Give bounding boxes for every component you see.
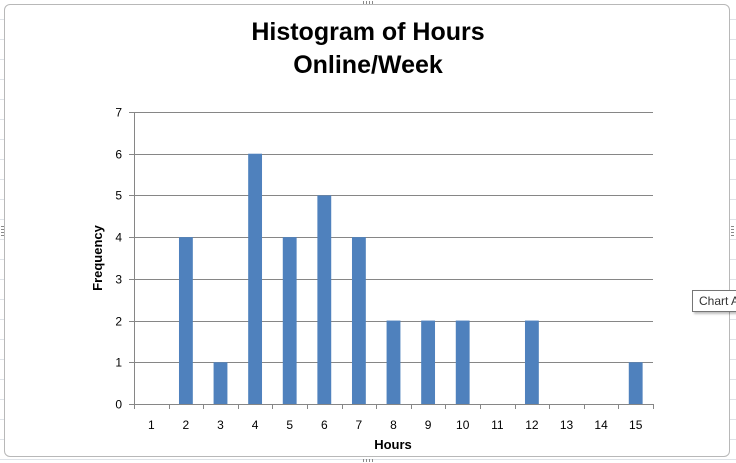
bar-10[interactable]: [455, 320, 470, 404]
x-axis-label: Hours: [374, 437, 412, 452]
resize-handle-right[interactable]: [731, 226, 734, 236]
bar-9[interactable]: [421, 320, 436, 404]
chart-title-line-1: Histogram of Hours: [251, 18, 485, 46]
chart-area-tooltip: Chart A: [692, 290, 736, 312]
x-tick-label: 3: [217, 418, 224, 432]
x-tick-label: 1: [148, 418, 155, 432]
y-tick-labels: 0 1 2 3 4 5 6 7: [115, 106, 122, 412]
x-tick-label: 8: [390, 418, 397, 432]
y-tick-label: 2: [115, 315, 122, 329]
axes: [129, 112, 654, 409]
bar-12[interactable]: [524, 320, 539, 404]
chart-title-line-2: Online/Week: [293, 51, 443, 79]
x-tick-labels: 1 2 3 4 5 6 7 8 9 10 11 12 13 14 15: [148, 418, 643, 432]
x-tick-label: 14: [594, 418, 608, 432]
chart-area[interactable]: [4, 4, 730, 457]
bars: [178, 153, 643, 404]
x-tick-label: 13: [560, 418, 574, 432]
bar-6[interactable]: [317, 195, 332, 404]
y-axis-label: Frequency: [90, 224, 105, 291]
x-tick-label: 5: [286, 418, 293, 432]
bar-5[interactable]: [282, 237, 297, 404]
x-tick-label: 10: [456, 418, 470, 432]
y-tick-label: 5: [115, 189, 122, 203]
x-tick-label: 4: [252, 418, 259, 432]
resize-handle-left[interactable]: [1, 226, 4, 236]
bar-3[interactable]: [213, 362, 228, 404]
bar-7[interactable]: [351, 237, 366, 404]
x-tick-label: 15: [629, 418, 643, 432]
y-tick-label: 6: [115, 148, 122, 162]
x-tick-label: 6: [321, 418, 328, 432]
x-tick-label: 12: [525, 418, 539, 432]
y-tick-label: 4: [115, 231, 122, 245]
x-tick-label: 11: [491, 418, 504, 432]
x-tick-label: 7: [356, 418, 363, 432]
y-tick-label: 1: [115, 356, 122, 370]
bar-2[interactable]: [178, 237, 193, 404]
bar-8[interactable]: [386, 320, 401, 404]
y-tick-label: 7: [115, 106, 122, 120]
resize-handle-top[interactable]: [363, 1, 373, 4]
y-tick-label: 0: [115, 398, 122, 412]
chart-title[interactable]: Histogram of Hours Online/Week: [0, 16, 736, 82]
bar-4[interactable]: [248, 153, 263, 404]
x-tick-label: 2: [183, 418, 190, 432]
y-tick-label: 3: [115, 273, 122, 287]
x-tick-label: 9: [425, 418, 432, 432]
bar-15[interactable]: [628, 362, 643, 404]
resize-handle-bottom[interactable]: [363, 459, 373, 462]
